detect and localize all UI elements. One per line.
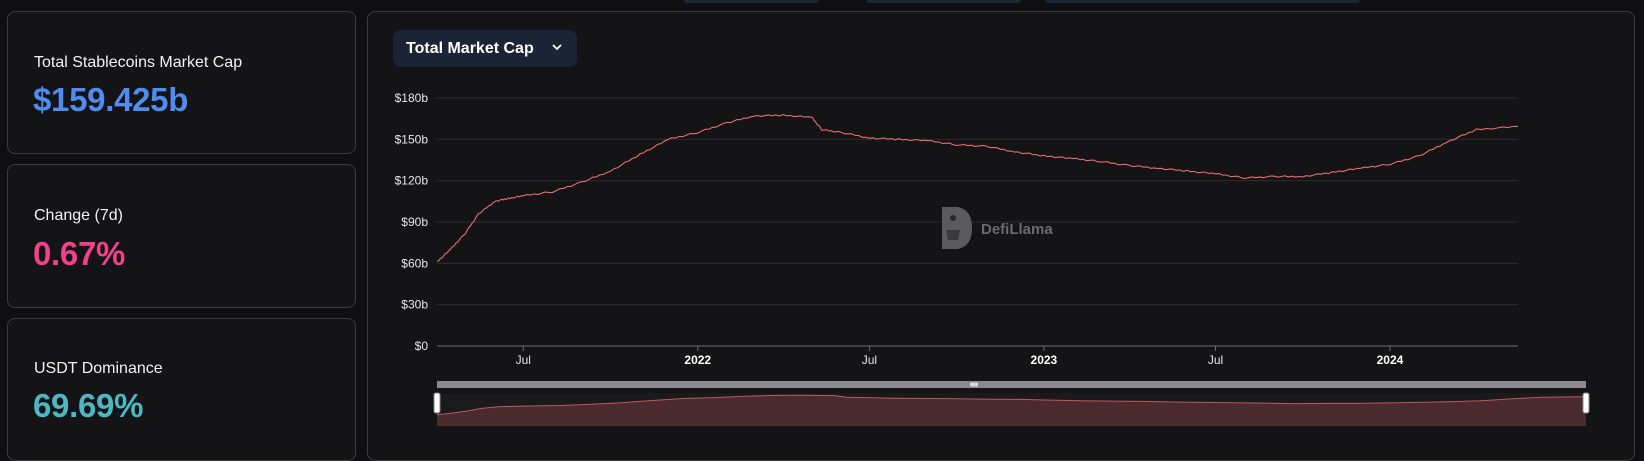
x-tick-label: 2024 [1377,353,1404,367]
range-brush[interactable] [433,381,1590,426]
y-tick-label: $0 [415,339,429,353]
usdt-dominance-card: USDT Dominance 69.69% [7,318,356,461]
total-market-cap-value: $159.425b [33,81,189,118]
metric-dropdown[interactable]: Total Market Cap [393,30,577,67]
y-tick-label: $180b [395,91,429,105]
defillama-watermark: DefiLlama [942,207,1053,249]
y-tick-label: $60b [401,256,428,270]
brush-series-line [436,394,1587,416]
change-7d-label: Change (7d) [34,207,123,224]
top-tab-fragment [866,0,1021,3]
x-tick-label: Jul [862,353,877,367]
total-market-cap-label: Total Stablecoins Market Cap [34,54,243,71]
top-tab-fragment [684,0,819,3]
x-tick-label: Jul [516,353,531,367]
total-market-cap-card: Total Stablecoins Market Cap $159.425b [7,11,356,154]
market-cap-series-line [436,113,1518,262]
brush-series-area [437,395,1586,426]
market-cap-chart: $0 $30b $60b $90b $120b $150b $180b Jul 2022 Jul… [395,91,1590,426]
x-tick-label: 2022 [684,353,711,367]
y-tick-label: $90b [401,215,428,229]
usdt-dominance-value: 69.69% [33,387,144,424]
x-tick-label: Jul [1208,353,1223,367]
x-tick-label: 2023 [1031,353,1058,367]
watermark-text: DefiLlama [981,221,1053,238]
y-tick-label: $150b [395,132,429,146]
y-tick-label: $30b [401,298,428,312]
top-tab-fragment [1045,0,1360,3]
change-7d-card: Change (7d) 0.67% [7,164,356,308]
brush-handle-left[interactable] [433,392,441,414]
change-7d-value: 0.67% [33,235,126,272]
brush-handle-right[interactable] [1582,392,1590,414]
metric-dropdown-label: Total Market Cap [406,39,534,57]
brush-grip-icon[interactable] [970,382,978,387]
brush-selection-bar[interactable] [437,381,1586,388]
llama-logo-icon [942,207,972,249]
y-tick-label: $120b [395,174,429,188]
usdt-dominance-label: USDT Dominance [34,360,163,377]
chevron-down-icon [552,44,562,50]
chart-panel: $0 $30b $60b $90b $120b $150b $180b Jul 2022 Jul… [367,11,1635,461]
